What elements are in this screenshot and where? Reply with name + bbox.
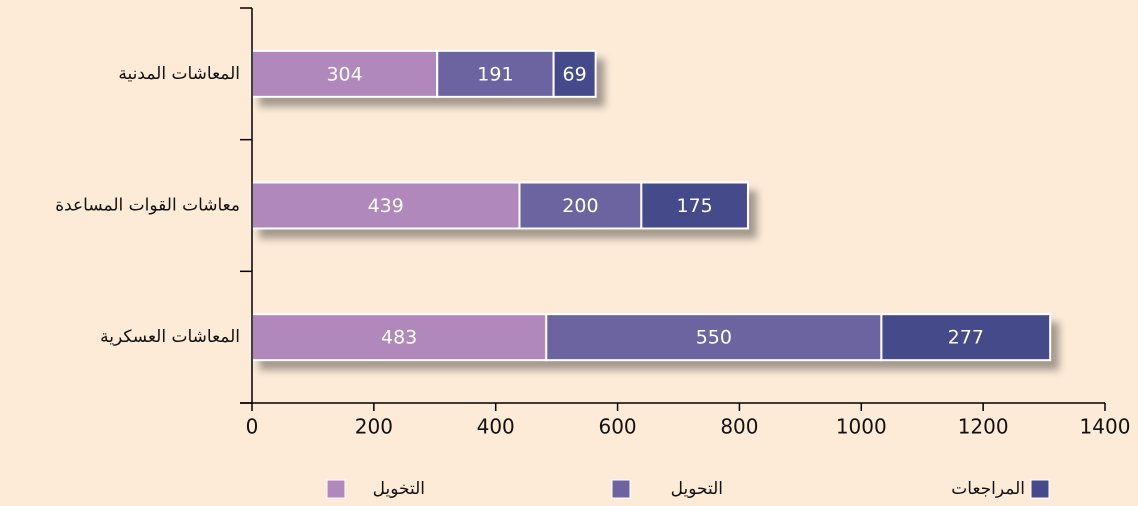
data-label: 304 [326, 63, 362, 85]
bar-segment [518, 181, 643, 230]
data-label: 277 [948, 327, 984, 349]
data-label: 200 [562, 195, 598, 217]
category-label: المعاشات المدنية [118, 64, 240, 84]
bar-segment [640, 181, 749, 230]
data-label: 550 [696, 327, 732, 349]
x-tick-label: 800 [720, 415, 758, 439]
category-label: معاشات القوات المساعدة [55, 196, 240, 216]
x-tick-label: 1400 [1080, 415, 1131, 439]
bar-segment [552, 49, 597, 98]
bar-segment [545, 313, 883, 362]
data-label: 439 [368, 195, 404, 217]
bar-segment [436, 49, 555, 98]
x-tick-label: 1200 [958, 415, 1009, 439]
legend-swatch [611, 479, 631, 499]
x-tick-label: 600 [598, 415, 636, 439]
x-tick-label: 200 [355, 415, 393, 439]
legend-label: التخويل [373, 479, 425, 499]
legend-label: التحويل [671, 479, 723, 499]
data-label: 175 [677, 195, 713, 217]
legend-label: المراجعات [951, 479, 1025, 499]
data-label: 483 [381, 327, 417, 349]
x-tick-label: 0 [246, 415, 259, 439]
data-label: 69 [563, 63, 587, 85]
bar-segment [880, 313, 1052, 362]
x-tick-label: 1000 [836, 415, 887, 439]
bar-segment [251, 181, 521, 230]
data-label: 191 [477, 63, 513, 85]
legend-swatch [1030, 479, 1050, 499]
legend-swatch [326, 479, 346, 499]
bar-segment [251, 49, 439, 98]
category-label: المعاشات العسكرية [100, 327, 240, 347]
axes: المعاشات المدنية 304 191 69 معاشات القوات ال… [55, 7, 1131, 499]
bars [251, 49, 1052, 362]
x-tick-label: 400 [477, 415, 515, 439]
